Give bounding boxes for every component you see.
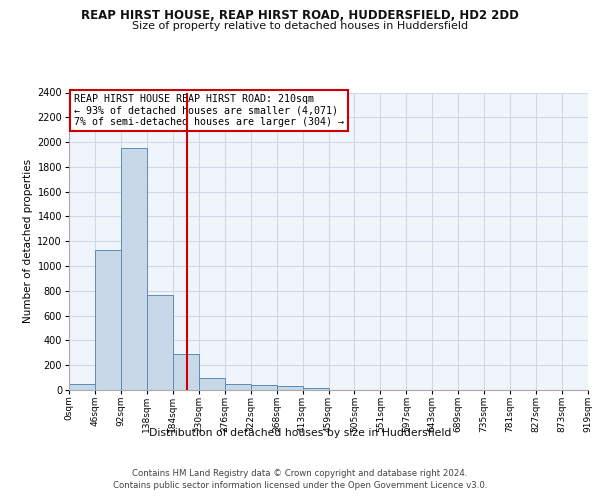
Y-axis label: Number of detached properties: Number of detached properties [23, 159, 33, 324]
Bar [121, 148, 147, 390]
Bar [251, 385, 277, 390]
Text: REAP HIRST HOUSE REAP HIRST ROAD: 210sqm
← 93% of detached houses are smaller (4: REAP HIRST HOUSE REAP HIRST ROAD: 210sqm… [74, 94, 344, 127]
Text: Distribution of detached houses by size in Huddersfield: Distribution of detached houses by size … [149, 428, 451, 438]
Text: Contains HM Land Registry data © Crown copyright and database right 2024.: Contains HM Land Registry data © Crown c… [132, 469, 468, 478]
Bar [95, 250, 121, 390]
Bar [277, 386, 302, 390]
Bar [173, 354, 199, 390]
Text: REAP HIRST HOUSE, REAP HIRST ROAD, HUDDERSFIELD, HD2 2DD: REAP HIRST HOUSE, REAP HIRST ROAD, HUDDE… [81, 9, 519, 22]
Bar [199, 378, 224, 390]
Bar [225, 384, 251, 390]
Bar [69, 384, 95, 390]
Bar [147, 294, 173, 390]
Text: Contains public sector information licensed under the Open Government Licence v3: Contains public sector information licen… [113, 481, 487, 490]
Bar [302, 388, 329, 390]
Text: Size of property relative to detached houses in Huddersfield: Size of property relative to detached ho… [132, 21, 468, 31]
